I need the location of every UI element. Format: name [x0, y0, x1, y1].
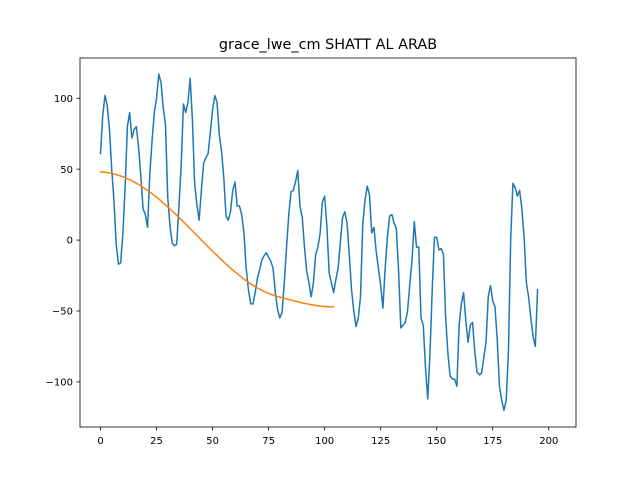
x-tick-label: 100	[315, 436, 334, 447]
x-tick-label: 150	[427, 436, 446, 447]
plot-area-frame	[79, 57, 577, 428]
series-line-1	[99, 73, 539, 412]
x-tick-label: 50	[206, 436, 219, 447]
y-tick-label: 0	[67, 236, 73, 247]
x-tick-label: 175	[483, 436, 502, 447]
series-line-2	[99, 171, 335, 308]
x-tick-label: 25	[150, 436, 163, 447]
x-tick-label: 125	[371, 436, 390, 447]
x-tick-label: 200	[539, 436, 558, 447]
y-tick-label: 100	[54, 94, 73, 105]
y-tick-label: 50	[60, 165, 73, 176]
x-tick-label: 75	[262, 436, 275, 447]
y-tick-label: −50	[52, 307, 73, 318]
x-tick-label: 0	[97, 436, 103, 447]
y-tick-label: −100	[46, 378, 73, 389]
chart-title: grace_lwe_cm SHATT AL ARAB	[219, 37, 437, 53]
